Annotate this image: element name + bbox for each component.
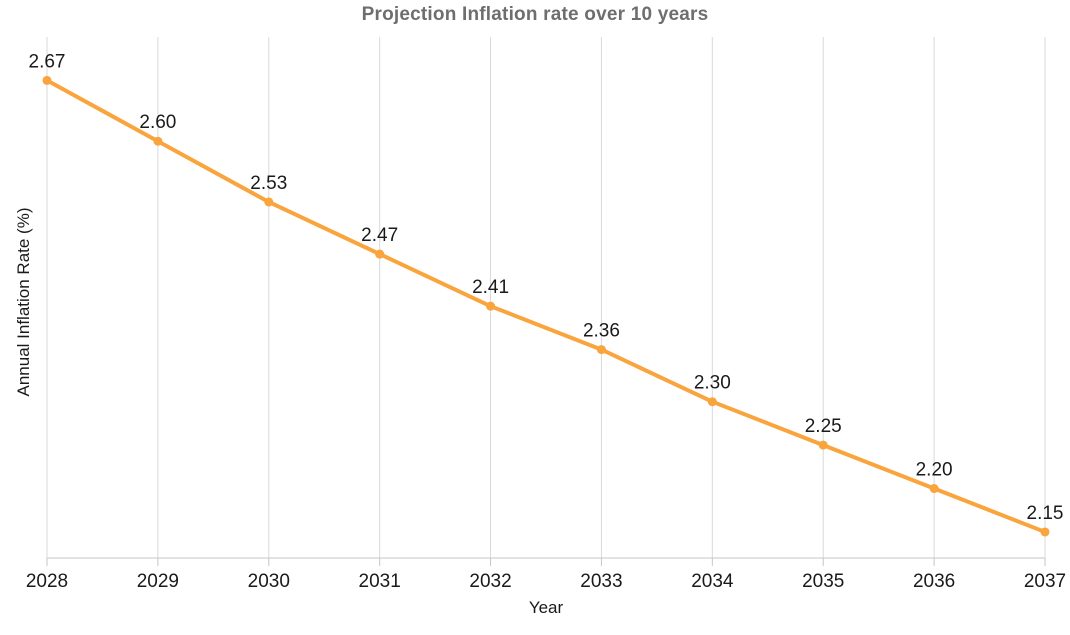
data-point-label: 2.36 [583,321,620,342]
data-point-label: 2.60 [139,112,176,133]
data-point-marker [42,75,52,85]
x-tick-label: 2034 [691,571,734,592]
x-tick-label: 2035 [802,571,844,592]
data-point-marker [1040,527,1050,537]
inflation-line-series [45,78,1047,534]
data-point-label: 2.67 [29,51,66,72]
x-tick-label: 2028 [26,571,68,592]
y-axis-label: Annual Inflation Rate (%) [14,207,33,397]
data-point-marker [264,197,274,207]
data-point-marker [375,249,385,259]
data-point-label: 2.30 [694,373,731,394]
data-point-marker [596,345,606,355]
data-point-marker [153,136,163,146]
x-tick-label: 2030 [248,571,290,592]
x-tick-label: 2029 [137,571,179,592]
chart-title: Projection Inflation rate over 10 years [361,4,709,25]
x-tick-label: 2031 [359,571,401,592]
data-point-label: 2.15 [1027,503,1064,524]
data-point-label: 2.53 [250,173,287,194]
data-point-label: 2.25 [805,416,842,437]
data-point-label: 2.47 [361,225,398,246]
x-tick-label: 2037 [1024,571,1066,592]
data-point-marker [486,301,496,311]
data-point-marker [818,440,828,450]
data-point-marker [707,397,717,407]
data-point-label: 2.20 [916,460,953,481]
x-axis-label: Year [528,598,564,617]
data-point-marker [929,484,939,494]
data-point-label: 2.41 [472,277,509,298]
x-tick-label: 2032 [469,571,511,592]
x-tick-label: 2033 [580,571,622,592]
x-tick-label: 2036 [913,571,955,592]
